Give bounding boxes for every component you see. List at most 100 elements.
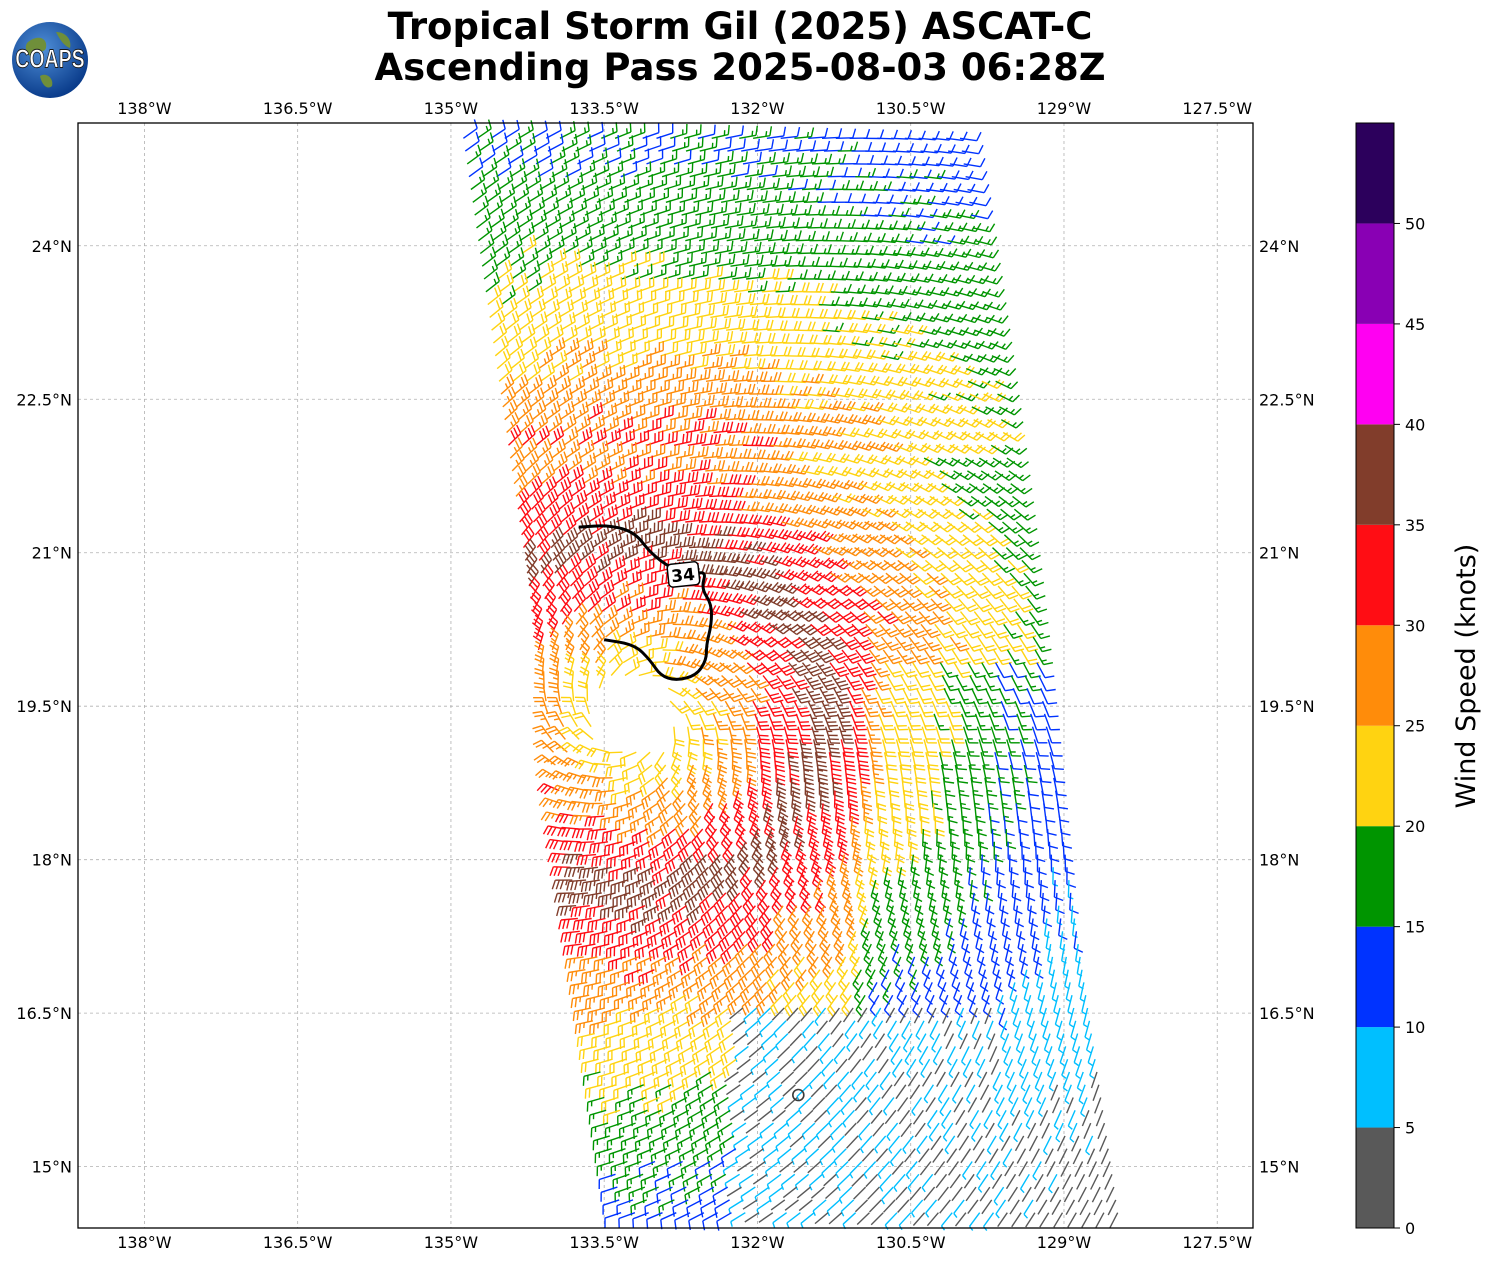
wind-barb: [916, 1033, 927, 1053]
wind-barb: [960, 521, 983, 533]
wind-barb: [960, 1148, 971, 1164]
wind-barb: [982, 483, 1006, 494]
wind-barb: [984, 302, 1007, 311]
wind-barb: [1042, 905, 1053, 928]
wind-barb: [727, 138, 746, 152]
wind-barb: [545, 740, 568, 753]
wind-barb: [717, 752, 728, 774]
wind-barb: [885, 572, 908, 585]
wind-barb: [495, 246, 511, 267]
wind-barb: [816, 1020, 828, 1035]
wind-barb: [961, 144, 984, 155]
wind-barb: [882, 168, 904, 179]
wind-barb: [579, 350, 596, 370]
wind-barb: [649, 174, 668, 191]
wind-barb: [776, 385, 798, 396]
wind-barb: [971, 1020, 980, 1041]
wind-barb: [1023, 1199, 1034, 1219]
wind-barb: [935, 1173, 948, 1189]
wind-barb: [985, 1122, 995, 1139]
wind-barb: [962, 534, 985, 547]
wind-barb: [717, 356, 738, 370]
wind-barb: [902, 1135, 914, 1155]
wind-barb: [775, 1135, 790, 1152]
wind-barb: [758, 1212, 774, 1223]
wind-barb: [739, 1084, 755, 1101]
wind-barb: [925, 1097, 936, 1113]
wind-barb: [942, 1122, 954, 1142]
wind-barb: [744, 1212, 760, 1223]
wind-barb: [462, 119, 478, 139]
wind-barb: [909, 1186, 922, 1201]
wind-barb: [977, 1173, 989, 1193]
wind-barb: [918, 931, 928, 954]
wind-barb: [849, 1161, 863, 1179]
wind-barb: [702, 777, 713, 801]
colorbar-bin: [1356, 1127, 1394, 1228]
wind-barb: [986, 508, 1009, 521]
wind-barb: [917, 918, 927, 941]
wind-barb: [551, 159, 568, 178]
wind-barb: [784, 1199, 799, 1211]
wind-barb: [856, 1109, 869, 1124]
wind-barb: [508, 424, 522, 446]
wind-barb: [757, 1007, 771, 1025]
wind-barb: [776, 191, 796, 203]
wind-barb: [857, 892, 868, 916]
wind-barb: [887, 905, 897, 929]
wind-barb: [853, 349, 876, 360]
wind-barb: [859, 585, 882, 598]
wind-barb: [1073, 931, 1084, 953]
wind-barb: [779, 217, 800, 229]
wind-barb: [762, 190, 782, 203]
wind-barb: [527, 463, 541, 485]
wind-barb: [981, 1199, 993, 1215]
wind-barb: [492, 323, 508, 344]
wind-barb: [529, 387, 545, 408]
colorbar-tick-label: 45: [1405, 315, 1425, 334]
wind-barb: [770, 636, 793, 649]
wind-barb: [823, 1173, 837, 1187]
wind-barb: [979, 969, 989, 992]
wind-barb: [875, 598, 897, 611]
wind-barb: [1051, 1199, 1062, 1215]
wind-barb: [866, 534, 889, 545]
wind-barb: [511, 449, 525, 472]
wind-barb: [1069, 892, 1079, 915]
wind-barb: [923, 457, 947, 467]
wind-barb: [755, 332, 776, 344]
wind-barb: [505, 221, 521, 242]
wind-barb: [962, 249, 986, 259]
wind-barb: [550, 337, 566, 357]
wind-barb: [564, 527, 579, 549]
wind-barb: [558, 299, 574, 319]
wind-barb: [946, 521, 970, 533]
wind-barb: [752, 126, 773, 139]
wind-barb: [830, 572, 853, 583]
wind-barb: [828, 1007, 840, 1023]
wind-barb: [737, 306, 758, 319]
wind-barb: [631, 237, 649, 255]
wind-barb: [672, 329, 691, 344]
wind-barb: [900, 1122, 912, 1138]
wind-barb: [976, 249, 1000, 259]
wind-barb: [810, 1084, 824, 1098]
wind-barb: [672, 136, 690, 152]
wind-barb: [806, 597, 829, 609]
wind-barb: [812, 636, 834, 650]
wind-barb: [968, 867, 978, 889]
wind-barb: [674, 342, 693, 357]
wind-barb: [769, 242, 790, 255]
coaps-logo: COAPS: [12, 22, 88, 98]
wind-barb: [1011, 880, 1022, 902]
wind-barb: [671, 739, 683, 762]
wind-barb: [637, 764, 653, 785]
wind-barb: [681, 201, 700, 216]
wind-barb: [788, 178, 809, 191]
wind-barb: [711, 125, 730, 139]
wind-barb: [667, 200, 686, 216]
colorbar-bin: [1356, 725, 1394, 827]
wind-barb: [683, 700, 704, 716]
wind-barb: [727, 1096, 743, 1113]
wind-barb: [821, 1058, 834, 1077]
